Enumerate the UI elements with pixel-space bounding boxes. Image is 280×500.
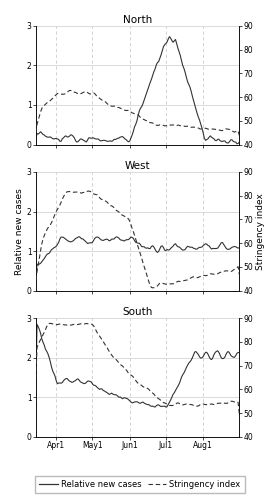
- Y-axis label: Relative new cases: Relative new cases: [15, 188, 24, 274]
- Title: North: North: [123, 15, 152, 25]
- Title: West: West: [125, 161, 150, 171]
- Y-axis label: Stringency index: Stringency index: [256, 193, 265, 270]
- Title: South: South: [122, 308, 153, 318]
- Legend: Relative new cases, Stringency index: Relative new cases, Stringency index: [35, 476, 245, 494]
